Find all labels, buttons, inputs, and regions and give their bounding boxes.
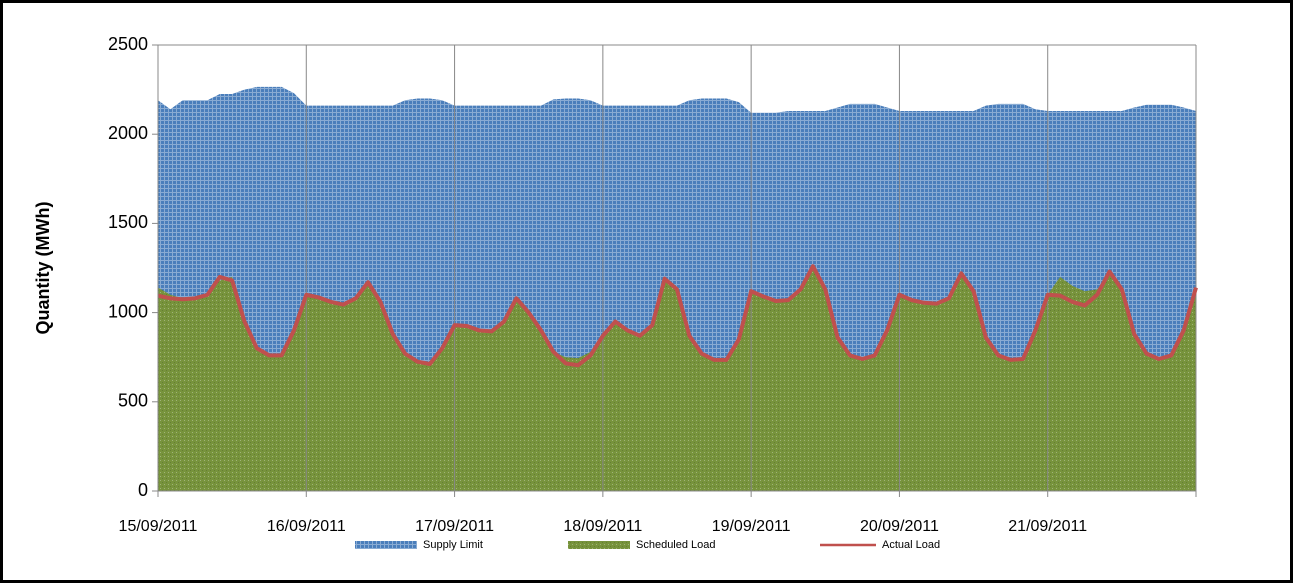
- y-tick-label: 1000: [108, 301, 148, 321]
- line: [157, 264, 1198, 368]
- x-tick-label: 18/09/2011: [563, 518, 642, 535]
- legend-swatch: [355, 541, 417, 549]
- x-tick-label: 19/09/2011: [712, 518, 791, 535]
- x-tick-label: 17/09/2011: [415, 518, 494, 535]
- x-tick-label: 15/09/2011: [119, 518, 198, 535]
- y-tick-label: 0: [138, 480, 148, 500]
- x-tick-label: 16/09/2011: [267, 518, 346, 535]
- legend-label: Supply Limit: [423, 539, 483, 551]
- area: [158, 268, 1196, 491]
- y-tick-label: 1500: [108, 212, 148, 232]
- y-tick-label: 500: [118, 391, 148, 411]
- legend-swatch: [568, 541, 630, 549]
- y-tick-label: 2500: [108, 34, 148, 54]
- legend-label: Scheduled Load: [636, 539, 716, 551]
- x-tick-label: 21/09/2011: [1008, 518, 1087, 535]
- x-tick-label: 20/09/2011: [860, 518, 939, 535]
- y-tick-label: 2000: [108, 123, 148, 143]
- y-axis-title: Quantity (MWh): [33, 202, 53, 335]
- legend-label: Actual Load: [882, 539, 940, 551]
